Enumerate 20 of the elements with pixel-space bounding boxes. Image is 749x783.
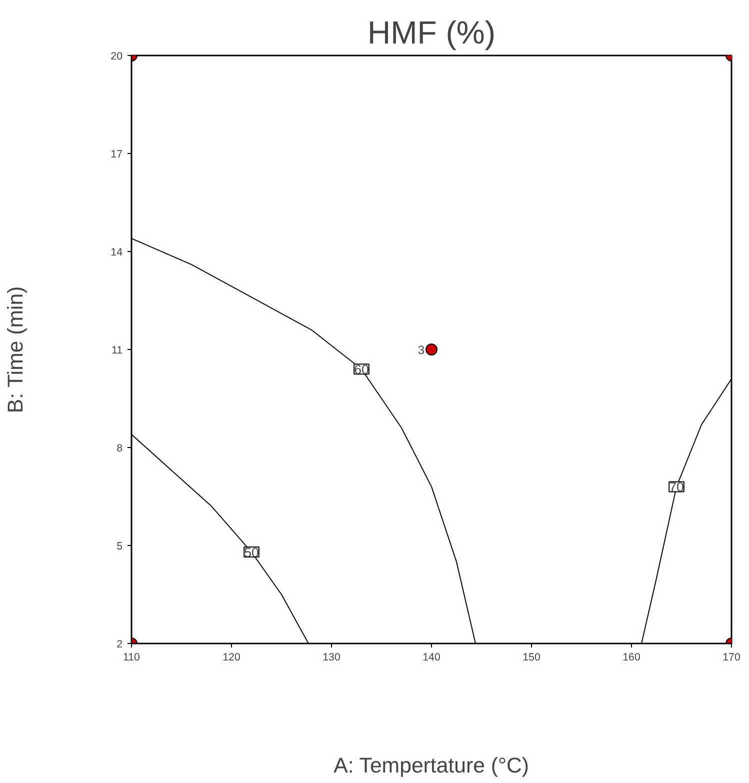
y-tick-label: 2 bbox=[116, 638, 123, 650]
series-label: 70 bbox=[669, 480, 684, 495]
series-label: 50 bbox=[244, 545, 259, 560]
x-tick-label: 150 bbox=[522, 652, 540, 664]
x-tick-label: 120 bbox=[222, 652, 240, 664]
y-tick-label: 14 bbox=[110, 246, 123, 258]
chart-title: HMF (%) bbox=[368, 14, 496, 50]
y-tick-label: 5 bbox=[116, 540, 123, 552]
annotation: 3 bbox=[418, 343, 425, 357]
x-tick-label: 170 bbox=[722, 652, 740, 664]
x-tick-label: 110 bbox=[123, 652, 140, 664]
x-tick-label: 130 bbox=[322, 652, 340, 664]
x-tick-label: 160 bbox=[622, 652, 640, 664]
x-tick-label: 140 bbox=[422, 652, 440, 664]
y-tick-label: 20 bbox=[110, 50, 123, 62]
y-tick-label: 8 bbox=[116, 442, 123, 454]
y-axis-title: B: Time (min) bbox=[4, 286, 28, 414]
y-tick-label: 11 bbox=[111, 344, 123, 356]
x-axis-title: A: Tempertature (°C) bbox=[334, 754, 530, 778]
y-tick-label: 17 bbox=[110, 148, 123, 160]
